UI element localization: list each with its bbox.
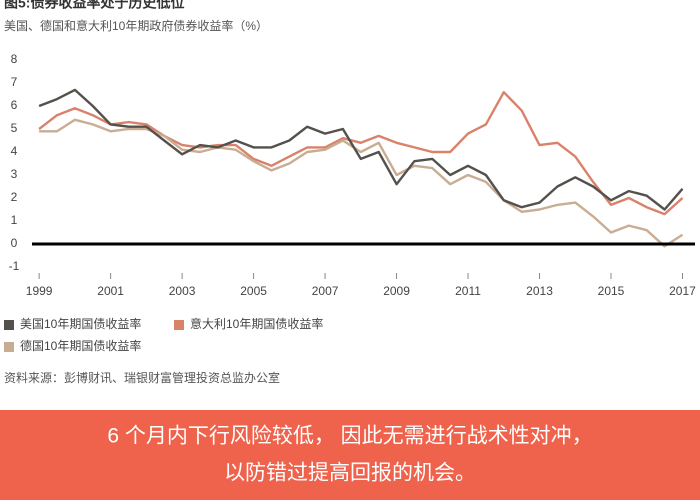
legend-label: 意大利10年期国债收益率: [190, 316, 323, 331]
x-tick-label: 2001: [97, 284, 124, 298]
legend-label: 德国10年期国债收益率: [20, 338, 141, 353]
legend-swatch: [174, 320, 184, 330]
banner-line: 以防错过提高回报的机会。: [224, 462, 476, 485]
y-tick-label: -1: [9, 259, 20, 273]
x-tick-label: 2007: [312, 284, 339, 298]
chart-title: 图5:债券收益率处于历史低位: [4, 0, 184, 11]
legend-swatch: [4, 342, 14, 352]
x-tick-label: 2017: [669, 284, 696, 298]
y-tick-label: 1: [11, 213, 18, 227]
x-tick-label: 2013: [526, 284, 553, 298]
y-tick-label: 0: [11, 236, 18, 250]
banner: [0, 410, 700, 500]
series-line: [39, 118, 684, 248]
x-tick-label: 1999: [26, 284, 53, 298]
chart-subtitle: 美国、德国和意大利10年期政府债券收益率（%）: [4, 18, 268, 33]
x-tick-label: 2011: [455, 284, 481, 298]
x-tick-label: 2003: [169, 284, 196, 298]
series-line: [38, 88, 684, 211]
y-tick-label: 7: [11, 75, 18, 89]
legend-swatch: [4, 320, 14, 330]
source-note: 资料来源：彭博财讯、瑞银财富管理投资总监办公室: [4, 370, 280, 385]
y-tick-label: 3: [11, 167, 18, 181]
banner-line: 6 个月内下行风险较低， 因此无需进行战术性对冲，: [107, 425, 592, 448]
y-tick-label: 4: [11, 144, 18, 158]
y-tick-label: 2: [11, 190, 18, 204]
x-tick-label: 2009: [383, 284, 410, 298]
legend-label: 美国10年期国债收益率: [20, 316, 141, 331]
x-tick-label: 2005: [240, 284, 267, 298]
x-tick-label: 2015: [598, 284, 625, 298]
y-tick-label: 8: [11, 52, 18, 66]
y-tick-label: 6: [11, 98, 18, 112]
series-line: [38, 91, 684, 216]
y-tick-label: 5: [11, 121, 18, 135]
